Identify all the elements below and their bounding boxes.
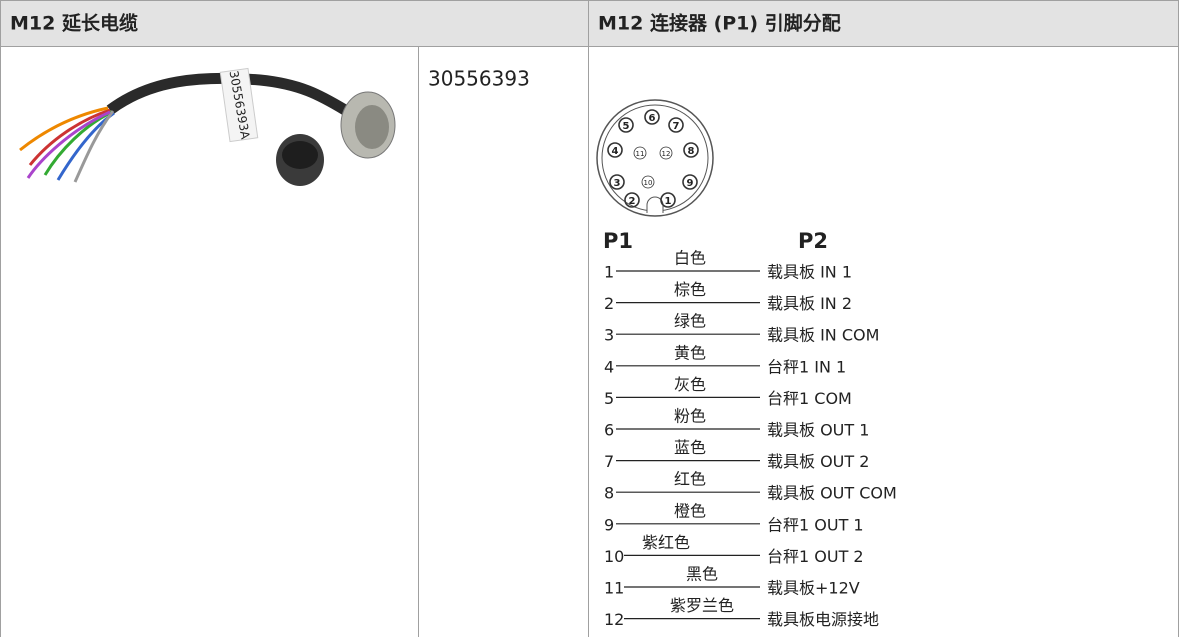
wire-color: 紫红色 — [642, 533, 690, 552]
pin-id: 12 — [604, 610, 624, 629]
pin-number: 5 — [623, 121, 630, 132]
signal: 载具板 OUT COM — [767, 484, 897, 503]
pin-circle — [641, 175, 655, 189]
pin-circle — [683, 142, 699, 158]
header-left: M12 延长电缆 — [10, 12, 138, 35]
pin-number: 6 — [649, 113, 656, 124]
pin-id: 10 — [604, 547, 624, 566]
signal: 载具板电源接地 — [767, 610, 879, 629]
wire-color: 灰色 — [674, 375, 706, 394]
label-p1: P1 — [603, 229, 633, 253]
signal: 载具板 IN 2 — [767, 294, 852, 313]
pin-number: 1 — [665, 196, 672, 207]
signal: 台秤1 COM — [767, 389, 852, 408]
pin-id: 11 — [604, 579, 624, 598]
pin-id: 3 — [604, 326, 614, 345]
pin-number: 7 — [673, 121, 680, 132]
pin-id: 2 — [604, 294, 614, 313]
wire-color: 红色 — [674, 470, 706, 489]
pin-id: 1 — [604, 263, 614, 282]
pin-id: 5 — [604, 389, 614, 408]
wire-color: 紫罗兰色 — [670, 596, 734, 615]
pin-circle — [609, 174, 625, 190]
cable-image: 30556393A — [19, 67, 396, 186]
pin-id: 4 — [604, 357, 614, 376]
signal: 载具板+12V — [767, 579, 860, 598]
signal: 载具板 OUT 1 — [767, 421, 869, 440]
pin-id: 9 — [604, 515, 614, 534]
header-bg — [0, 0, 1179, 46]
pin-circle — [659, 146, 673, 160]
pin-circle — [668, 117, 684, 133]
pin-circle — [633, 146, 647, 160]
signal: 载具板 IN COM — [767, 326, 879, 345]
label-p2: P2 — [798, 229, 828, 253]
pin-number: 10 — [644, 179, 653, 187]
wire-color: 橙色 — [674, 501, 706, 520]
wire-color: 蓝色 — [674, 438, 706, 457]
part-number: 30556393 — [428, 67, 530, 91]
signal: 台秤1 OUT 2 — [767, 547, 864, 566]
wire-color: 棕色 — [674, 280, 706, 299]
header-right: M12 连接器 (P1) 引脚分配 — [598, 12, 841, 35]
wire-color: 黑色 — [686, 565, 718, 584]
wire-color: 粉色 — [674, 407, 706, 426]
pin-number: 11 — [636, 150, 645, 158]
wire-color: 白色 — [674, 249, 706, 268]
pin-circle — [607, 142, 623, 158]
signal: 台秤1 OUT 1 — [767, 515, 864, 534]
pin-id: 7 — [604, 452, 614, 471]
pin-id: 6 — [604, 421, 614, 440]
pin-id: 8 — [604, 484, 614, 503]
signal: 载具板 OUT 2 — [767, 452, 869, 471]
pin-number: 3 — [614, 178, 621, 189]
pin-circle — [624, 192, 640, 208]
wire-color: 黄色 — [674, 343, 706, 362]
pin-circle — [660, 192, 676, 208]
pin-circle — [644, 109, 660, 125]
pin-number: 4 — [612, 146, 619, 157]
pin-circle — [618, 117, 634, 133]
wire-color: 绿色 — [674, 312, 706, 331]
pin-number: 8 — [688, 146, 695, 157]
pin-circle — [682, 174, 698, 190]
pin-number: 9 — [687, 178, 694, 189]
pin-number: 2 — [629, 196, 636, 207]
signal: 载具板 IN 1 — [767, 263, 852, 282]
signal: 台秤1 IN 1 — [767, 357, 846, 376]
pin-number: 12 — [662, 150, 671, 158]
